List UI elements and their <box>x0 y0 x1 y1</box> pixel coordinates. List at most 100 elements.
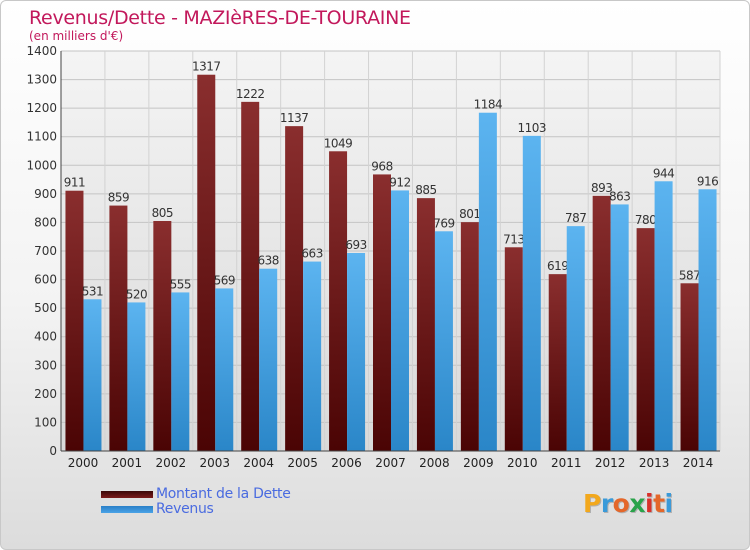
data-label: 569 <box>214 273 235 287</box>
bar-dette <box>285 126 304 452</box>
bar-revenus <box>566 226 585 451</box>
bar-revenus <box>127 302 146 451</box>
y-tick-label: 0 <box>49 444 57 458</box>
x-tick-label: 2007 <box>375 456 406 470</box>
data-label: 885 <box>415 183 436 197</box>
data-label: 944 <box>653 166 674 180</box>
logo-letter: r <box>600 489 613 518</box>
data-label: 693 <box>345 238 366 252</box>
data-label: 916 <box>697 174 718 188</box>
y-tick-label: 800 <box>34 215 57 229</box>
logo-letter: t <box>653 489 665 518</box>
bar-revenus <box>391 190 409 451</box>
bar-revenus <box>259 268 278 451</box>
data-label: 859 <box>108 191 129 205</box>
y-tick-label: 100 <box>34 415 57 429</box>
y-tick-label: 200 <box>34 387 57 401</box>
bar-revenus <box>303 261 322 451</box>
bar-dette <box>241 101 260 451</box>
logo-letter: i <box>664 489 674 518</box>
logo-letter: i <box>645 489 654 518</box>
bar-revenus <box>83 299 102 451</box>
legend-swatch-dette <box>101 491 153 498</box>
y-tick-label: 500 <box>34 301 57 315</box>
bar-dette <box>329 151 348 452</box>
data-label: 1222 <box>236 87 265 101</box>
bar-revenus <box>698 189 717 452</box>
data-label: 531 <box>82 284 103 298</box>
logo-letter: x <box>629 489 645 518</box>
x-tick-label: 2010 <box>507 456 538 470</box>
x-tick-label: 2000 <box>68 456 99 470</box>
x-tick-label: 2003 <box>199 456 230 470</box>
bar-revenus <box>522 135 541 451</box>
data-label: 805 <box>152 206 173 220</box>
bar-dette <box>373 174 391 451</box>
x-tick-label: 2002 <box>156 456 187 470</box>
data-label: 1137 <box>280 111 309 125</box>
proxiti-logo: Proxiti <box>583 489 673 518</box>
logo-letter: o <box>612 489 630 518</box>
y-tick-label: 600 <box>34 273 57 287</box>
x-tick-label: 2011 <box>551 456 582 470</box>
y-tick-label: 1000 <box>26 158 57 172</box>
bar-dette <box>416 198 435 451</box>
bar-dette <box>636 228 655 451</box>
data-label: 801 <box>459 207 480 221</box>
bar-dette <box>592 195 611 451</box>
data-label: 911 <box>64 176 85 190</box>
data-label: 1184 <box>474 98 503 112</box>
bar-dette <box>548 274 567 451</box>
logo-letter: P <box>583 489 601 518</box>
chart-subtitle: (en milliers d'€) <box>29 29 124 43</box>
x-tick-label: 2009 <box>463 456 494 470</box>
x-tick-label: 2004 <box>243 456 274 470</box>
legend-label-revenus: Revenus <box>156 501 214 517</box>
data-label: 968 <box>371 159 392 173</box>
x-tick-label: 2008 <box>419 456 450 470</box>
chart-title: Revenus/Dette - MAZIèRES-DE-TOURAINE <box>29 7 411 29</box>
bar-revenus <box>434 231 453 451</box>
bar-dette <box>460 222 479 451</box>
data-label: 1049 <box>324 136 353 150</box>
bar-revenus <box>215 288 234 451</box>
y-tick-label: 300 <box>34 358 57 372</box>
bar-revenus <box>347 253 366 451</box>
y-tick-label: 400 <box>34 330 57 344</box>
x-tick-label: 2012 <box>595 456 626 470</box>
x-tick-label: 2006 <box>331 456 362 470</box>
data-label: 619 <box>547 259 568 273</box>
bar-revenus <box>171 292 190 451</box>
data-label: 1103 <box>518 121 547 135</box>
data-label: 520 <box>126 287 147 301</box>
data-label: 863 <box>609 189 630 203</box>
data-label: 555 <box>170 277 191 291</box>
y-tick-label: 900 <box>34 187 57 201</box>
bar-revenus <box>610 204 629 451</box>
legend-label-dette: Montant de la Dette <box>156 486 291 502</box>
data-label: 769 <box>433 216 454 230</box>
bar-dette <box>504 247 523 451</box>
data-label: 638 <box>257 254 278 268</box>
bar-dette <box>153 221 172 451</box>
data-label: 787 <box>565 211 586 225</box>
x-tick-label: 2001 <box>112 456 143 470</box>
y-tick-label: 700 <box>34 244 57 258</box>
data-label: 912 <box>389 175 410 189</box>
data-label: 893 <box>591 181 612 195</box>
bar-dette <box>65 190 84 451</box>
x-tick-label: 2013 <box>639 456 670 470</box>
x-tick-label: 2005 <box>287 456 318 470</box>
x-tick-label: 2014 <box>683 456 714 470</box>
data-label: 713 <box>503 232 524 246</box>
y-tick-label: 1100 <box>26 130 57 144</box>
data-label: 663 <box>301 247 322 261</box>
data-label: 587 <box>679 268 700 282</box>
y-tick-label: 1200 <box>26 101 57 115</box>
bar-revenus <box>654 181 673 452</box>
legend-swatch-revenus <box>101 506 153 513</box>
data-label: 780 <box>635 213 656 227</box>
y-tick-label: 1400 <box>26 44 57 58</box>
